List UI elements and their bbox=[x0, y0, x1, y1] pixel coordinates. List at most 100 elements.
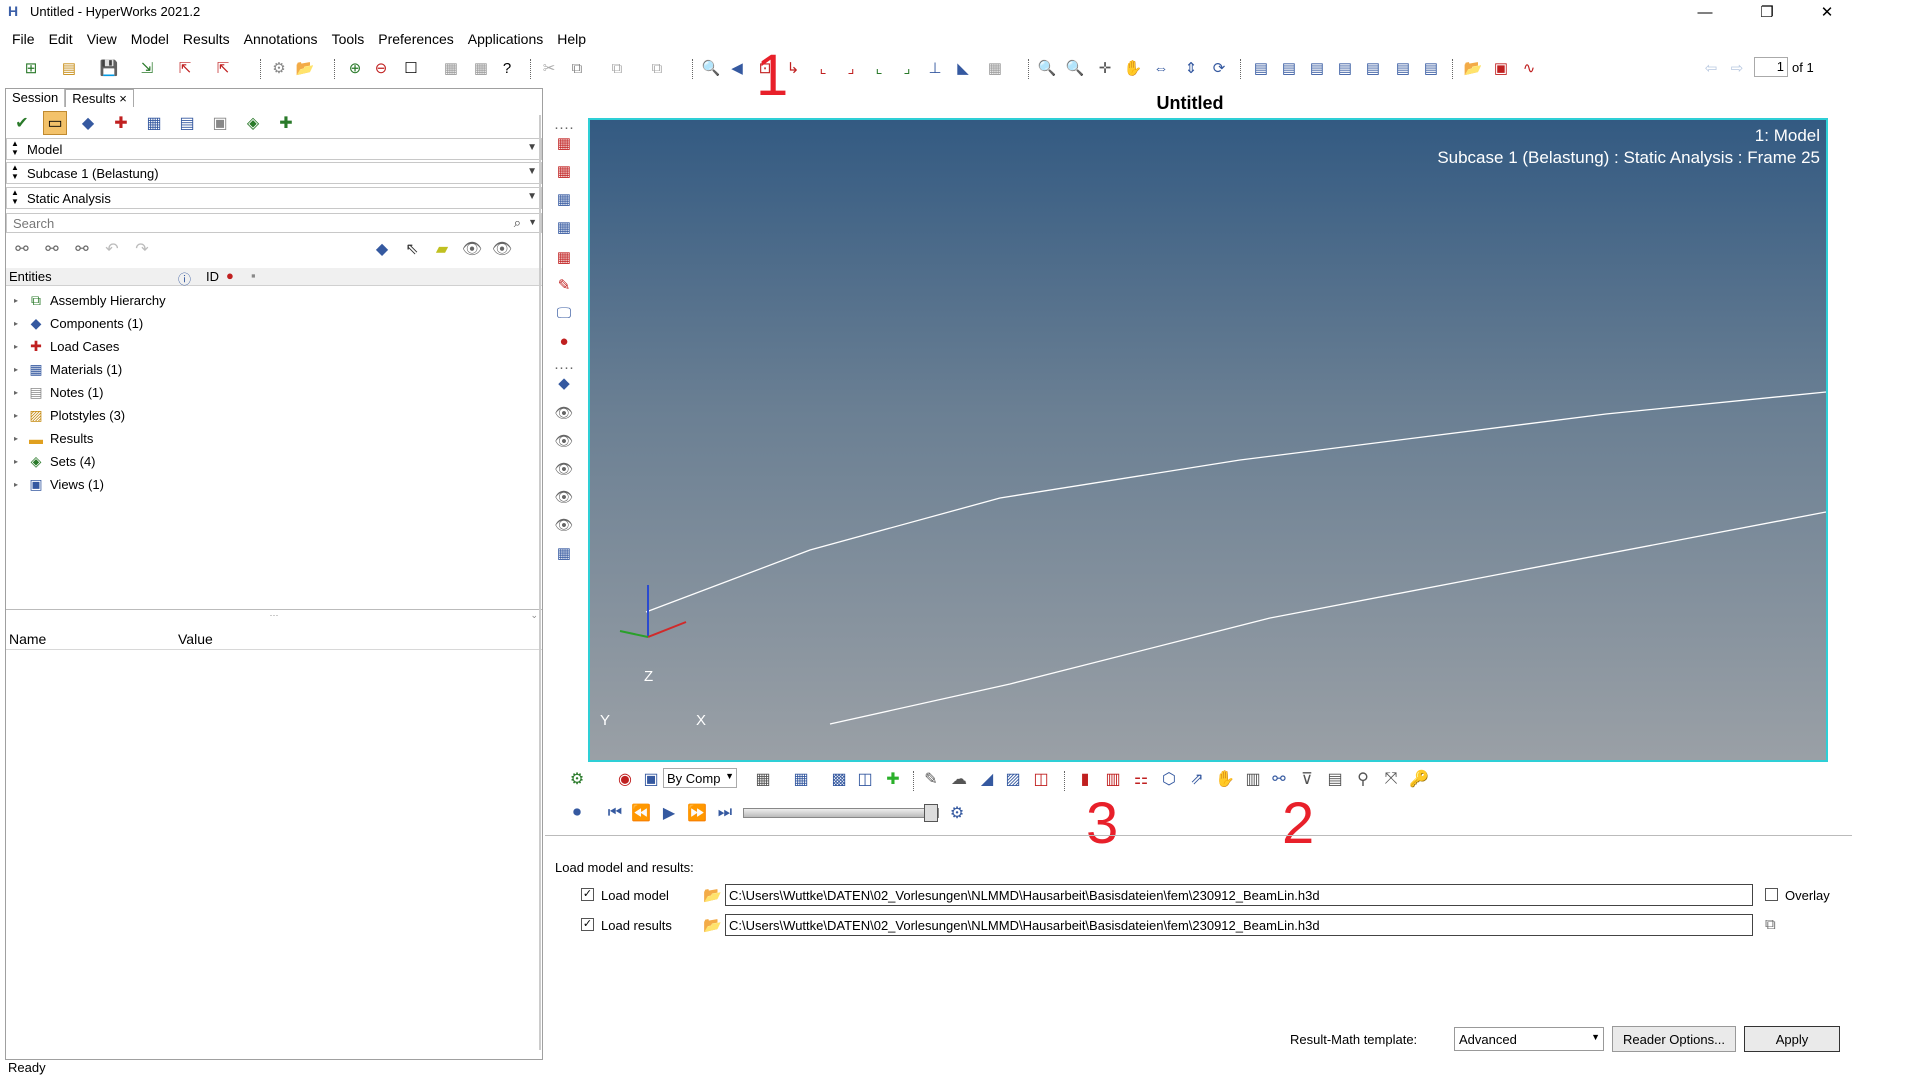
reverse-display-icon[interactable]: 👁 bbox=[554, 517, 574, 534]
help-icon[interactable]: ? bbox=[502, 59, 512, 77]
add-page-icon[interactable]: ⊕ bbox=[348, 60, 362, 77]
expand-icon[interactable]: ▸ bbox=[14, 434, 19, 443]
reader-options-button[interactable]: Reader Options... bbox=[1612, 1026, 1736, 1052]
panel-splitter[interactable]: ··· ⌄ bbox=[6, 609, 542, 621]
key-icon[interactable]: 🔑 bbox=[1409, 771, 1429, 788]
page-layout-4-icon[interactable]: ▤ bbox=[1337, 60, 1353, 77]
expand-icon[interactable]: ▸ bbox=[14, 457, 19, 466]
save-icon[interactable]: 💾 bbox=[99, 60, 119, 77]
apply-button[interactable]: Apply bbox=[1744, 1026, 1840, 1052]
measure-tool-icon[interactable]: ✎ bbox=[924, 771, 938, 788]
tensor-icon[interactable]: ✋ bbox=[1215, 771, 1235, 788]
previous-view-icon[interactable]: ◀ bbox=[731, 60, 743, 77]
paste-special-icon[interactable]: ⧉ bbox=[651, 59, 663, 77]
tree-item-materials[interactable]: ▸ ▦ Materials (1) bbox=[14, 358, 122, 381]
first-frame-icon[interactable]: ⏮ bbox=[607, 804, 623, 821]
load-results-checkbox[interactable]: ✓ bbox=[581, 918, 594, 931]
last-frame-icon[interactable]: ⏭ bbox=[717, 804, 733, 821]
iso-value-icon[interactable]: ⬡ bbox=[1162, 771, 1176, 788]
expand-tree-icon[interactable]: ⚯ bbox=[45, 241, 59, 258]
open-folder-icon[interactable]: 📂 bbox=[703, 887, 722, 904]
tree-item-load-cases[interactable]: ▸ ✚ Load Cases bbox=[14, 335, 119, 358]
menu-preferences[interactable]: Preferences bbox=[378, 31, 454, 47]
spin-icon[interactable]: ⟳ bbox=[1212, 60, 1226, 77]
hide-selected-icon[interactable]: 👁 bbox=[554, 461, 574, 478]
previous-frame-icon[interactable]: ⏪ bbox=[631, 805, 651, 822]
measure-distance-icon[interactable]: ⤧ bbox=[1384, 770, 1398, 787]
tree-item-assembly[interactable]: ▸ ⧉ Assembly Hierarchy bbox=[14, 289, 166, 312]
open-folder-icon[interactable]: 📂 bbox=[295, 60, 315, 77]
zoom-icon[interactable]: 🔍 bbox=[701, 60, 721, 77]
next-frame-icon[interactable]: ⏩ bbox=[687, 805, 707, 822]
plot-window-icon[interactable]: ∿ bbox=[1522, 60, 1536, 77]
window-layout-icon[interactable]: ▦ bbox=[443, 60, 459, 77]
menu-model[interactable]: Model bbox=[130, 31, 169, 47]
tree-item-results[interactable]: ▸ ▬ Results bbox=[14, 427, 93, 450]
page-layout-1-icon[interactable]: ▤ bbox=[1253, 60, 1269, 77]
file-options-icon[interactable]: ⧉ bbox=[1765, 916, 1776, 933]
page-layout-6-icon[interactable]: ▤ bbox=[1395, 60, 1411, 77]
cube-icon[interactable]: ▪ bbox=[251, 268, 256, 283]
isolate-selected-icon[interactable]: 👁 bbox=[554, 489, 574, 506]
show-hide-icon[interactable]: 👁 bbox=[461, 241, 483, 258]
panel-divider[interactable] bbox=[539, 115, 541, 1050]
deformed-icon[interactable]: ⚏ bbox=[1133, 771, 1149, 788]
open-folder-icon[interactable]: 📂 bbox=[703, 917, 722, 934]
library-icon[interactable]: ⚙ bbox=[272, 60, 286, 77]
view-xy-bottom-icon[interactable]: ⌟ bbox=[847, 60, 855, 77]
isolate-icon[interactable]: 👁 bbox=[491, 241, 513, 258]
tracking-icon[interactable]: ⚲ bbox=[1357, 771, 1369, 788]
streamline-icon[interactable]: ⊽ bbox=[1301, 771, 1313, 788]
result-math-template-select[interactable]: Advanced ▼ bbox=[1454, 1027, 1604, 1051]
results-path-field[interactable]: C:\Users\Wuttke\DATEN\02_Vorlesungen\NLM… bbox=[725, 914, 1753, 936]
pick-cursor-icon[interactable]: ⇖ bbox=[405, 241, 419, 258]
export-icon[interactable]: ⇱ bbox=[178, 60, 192, 77]
component-color-icon[interactable]: ▣ bbox=[643, 771, 659, 788]
tab-results[interactable]: Results × bbox=[65, 89, 134, 107]
show-selected-icon[interactable]: 👁 bbox=[554, 433, 574, 450]
export-ppt-icon[interactable]: ⇱ bbox=[216, 60, 230, 77]
next-page-icon[interactable]: ⇨ bbox=[1730, 60, 1744, 77]
shaded-display-icon[interactable]: ▦ bbox=[793, 771, 809, 788]
display-mode-2-icon[interactable]: ▦ bbox=[556, 163, 572, 180]
expand-icon[interactable]: ▸ bbox=[14, 319, 19, 328]
show-all-icon[interactable]: 👁 bbox=[554, 405, 574, 422]
sets-icon[interactable]: ◈ bbox=[246, 115, 260, 132]
flex-body-icon[interactable]: ⚯ bbox=[1272, 771, 1286, 788]
view-options-icon[interactable]: ◣ bbox=[957, 60, 969, 77]
rotate-left-right-icon[interactable]: ⇔ bbox=[1153, 59, 1169, 77]
rotate-up-down-icon[interactable]: ⇕ bbox=[1184, 60, 1198, 77]
vector-icon[interactable]: ⇗ bbox=[1190, 771, 1204, 788]
page-layout-icon[interactable]: ▦ bbox=[473, 60, 489, 77]
redo-icon[interactable]: ↷ bbox=[135, 241, 149, 258]
display-mode-5-icon[interactable]: ▦ bbox=[556, 249, 572, 266]
element-display-icon[interactable]: ▩ bbox=[831, 771, 847, 788]
add-entity-icon[interactable]: ✚ bbox=[886, 771, 900, 788]
menu-edit[interactable]: Edit bbox=[48, 31, 73, 47]
tab-session[interactable]: Session bbox=[6, 89, 66, 107]
overlay-checkbox[interactable] bbox=[1765, 888, 1778, 901]
subcase-select[interactable]: ▲ ▼ Subcase 1 (Belastung) ▼ bbox=[6, 162, 542, 184]
restore-button[interactable]: ❐ bbox=[1760, 4, 1774, 21]
previous-page-icon[interactable]: ⇦ bbox=[1704, 60, 1718, 77]
import-icon[interactable]: ⇲ bbox=[140, 60, 154, 77]
model-path-field[interactable]: C:\Users\Wuttke\DATEN\02_Vorlesungen\NLM… bbox=[725, 884, 1753, 906]
page-layout-5-icon[interactable]: ▤ bbox=[1365, 60, 1381, 77]
color-wheel-icon[interactable]: ◉ bbox=[618, 771, 632, 788]
monitor-icon[interactable]: 🖵 bbox=[556, 304, 572, 322]
fit-view-icon[interactable]: ⊡ bbox=[758, 60, 772, 77]
load-case-icon[interactable]: ✚ bbox=[114, 115, 128, 132]
menu-annotations[interactable]: Annotations bbox=[243, 31, 318, 47]
page-layout-3-icon[interactable]: ▤ bbox=[1309, 60, 1325, 77]
view-xz-right-icon[interactable]: ⌟ bbox=[903, 60, 911, 77]
rotate-center-icon[interactable]: ✛ bbox=[1098, 60, 1112, 77]
menu-help[interactable]: Help bbox=[557, 31, 587, 47]
menu-file[interactable]: File bbox=[12, 31, 35, 47]
expand-icon[interactable]: ▸ bbox=[14, 365, 19, 374]
view-iso-icon[interactable]: ↳ bbox=[786, 60, 800, 77]
color-wheel-icon[interactable]: ● bbox=[226, 268, 234, 283]
load-model-icon[interactable]: ▭ bbox=[43, 111, 67, 135]
note-icon[interactable]: ▤ bbox=[179, 115, 195, 132]
measure-icon[interactable]: ✎ bbox=[557, 277, 571, 294]
page-layout-2-icon[interactable]: ▤ bbox=[1281, 60, 1297, 77]
